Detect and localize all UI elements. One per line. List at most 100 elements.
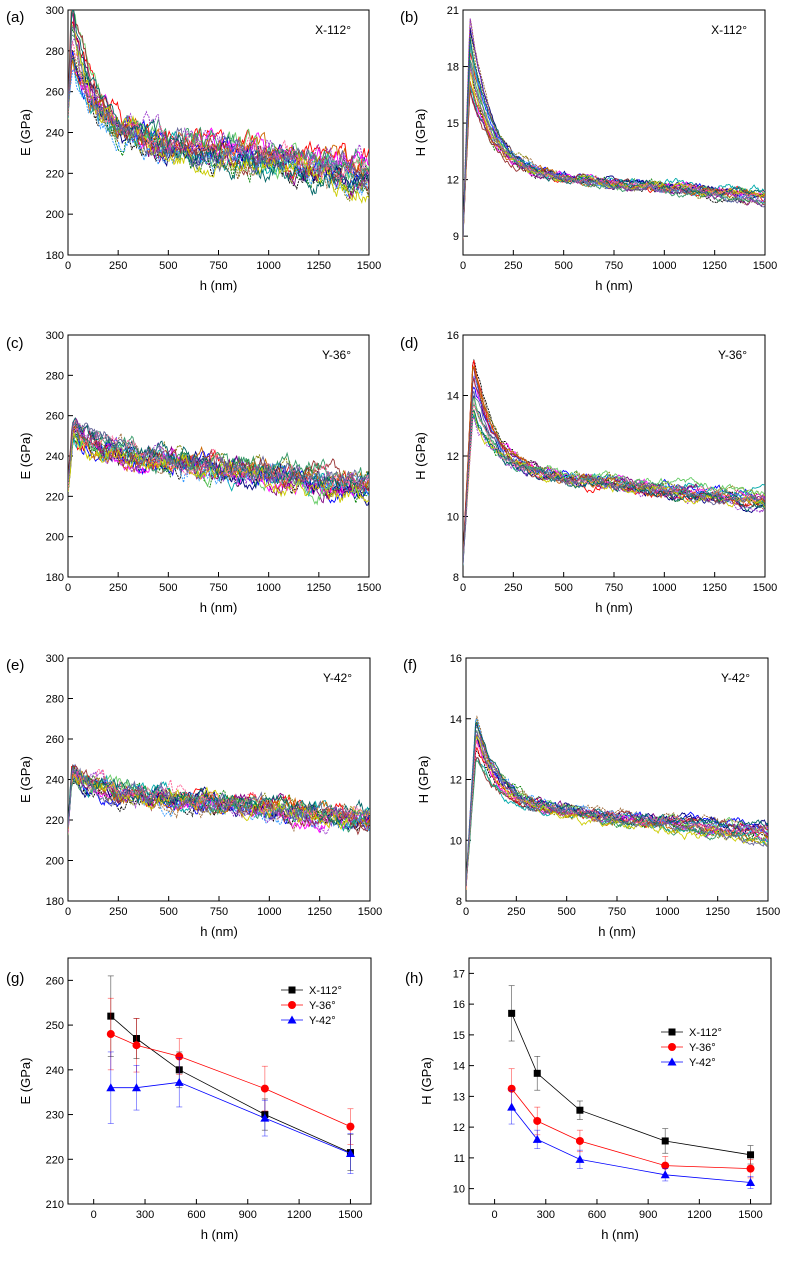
- panel-label: (h): [405, 970, 423, 987]
- x-tick-label: 500: [159, 582, 177, 594]
- y-tick-label: 11: [454, 1153, 465, 1165]
- data-point: [287, 1015, 297, 1024]
- data-point: [175, 1052, 184, 1061]
- series-line: [68, 763, 370, 836]
- x-tick-label: 750: [209, 260, 227, 272]
- x-tick-label: 0: [91, 1209, 97, 1221]
- x-tick-label: 0: [65, 582, 71, 594]
- data-point: [507, 1102, 517, 1111]
- plot-frame: [67, 657, 371, 902]
- data-point: [661, 1137, 669, 1145]
- series-line: [463, 386, 765, 561]
- x-tick-label: 600: [588, 1209, 606, 1221]
- x-tick-label: 1500: [357, 260, 381, 272]
- series-line: [463, 390, 765, 564]
- y-tick-label: 8: [456, 896, 462, 908]
- series-line: [466, 734, 768, 884]
- y-axis-label: E (GPa): [18, 109, 33, 156]
- y-tick-label: 230: [46, 1110, 64, 1122]
- data-point: [106, 1083, 116, 1092]
- y-tick-label: 180: [46, 572, 64, 584]
- panel-g: 0 300 600 900 1200 1500 210 220 230 240 250 260 h (n…: [6, 957, 372, 1242]
- series-line: [68, 416, 369, 489]
- data-point: [288, 1001, 296, 1009]
- series-Y-42°: [106, 1051, 355, 1174]
- x-tick-label: 0: [65, 260, 71, 272]
- series-line: [466, 725, 768, 882]
- data-point: [260, 1084, 269, 1093]
- x-tick-label: 1250: [307, 582, 331, 594]
- x-axis-label: h (nm): [598, 924, 636, 939]
- data-point: [668, 1043, 676, 1051]
- y-tick-label: 16: [450, 653, 462, 665]
- x-tick-label: 1200: [687, 1209, 711, 1221]
- series-line: [68, 21, 369, 181]
- x-tick-label: 500: [554, 260, 572, 272]
- panel-label: (c): [6, 335, 24, 352]
- y-tick-label: 220: [46, 815, 64, 827]
- x-tick-label: 1500: [753, 582, 777, 594]
- panel-label: (b): [400, 9, 418, 26]
- x-tick-label: 300: [537, 1209, 555, 1221]
- y-tick-label: 12: [453, 1122, 465, 1134]
- series-line: [463, 85, 765, 237]
- y-tick-label: 300: [46, 330, 64, 342]
- series-line: [463, 46, 765, 236]
- y-tick-label: 220: [46, 1154, 64, 1166]
- data-point: [746, 1177, 756, 1186]
- y-tick-label: 280: [46, 370, 64, 382]
- data-point: [575, 1136, 584, 1145]
- series-line: [511, 1106, 751, 1183]
- legend-label: Y-36°: [689, 1042, 716, 1054]
- data-point: [106, 1030, 115, 1039]
- series-line: [68, 38, 369, 179]
- series-line: [68, 69, 369, 199]
- series-line: [68, 767, 370, 831]
- data-point: [576, 1106, 584, 1114]
- y-axis-label: H (GPa): [419, 1057, 434, 1105]
- x-tick-label: 1250: [702, 260, 726, 272]
- y-tick-label: 200: [46, 856, 64, 868]
- x-tick-label: 1500: [756, 906, 780, 918]
- series-line: [463, 365, 765, 561]
- x-tick-label: 0: [463, 906, 469, 918]
- data-point: [667, 1057, 677, 1066]
- series-line: [68, 59, 369, 179]
- data-point: [507, 1084, 516, 1093]
- series-line: [466, 756, 768, 886]
- y-axis-label: E (GPa): [18, 756, 33, 803]
- y-tick-label: 12: [450, 775, 462, 787]
- data-point: [174, 1077, 184, 1086]
- series-line: [463, 402, 765, 564]
- series-line: [68, 25, 369, 188]
- y-tick-label: 240: [46, 128, 64, 140]
- series-line: [68, 777, 370, 832]
- series-Y-36°: [507, 1068, 755, 1179]
- x-tick-label: 500: [557, 906, 575, 918]
- y-tick-label: 180: [46, 896, 64, 908]
- x-tick-label: 1000: [256, 260, 280, 272]
- y-tick-label: 240: [46, 451, 64, 463]
- panel-f: 0 250 500 750 1000 1250 1500 8 10 12 14 16 h (nm) H (…: [403, 653, 780, 939]
- plot-frame: [67, 957, 372, 1205]
- y-tick-label: 260: [46, 411, 64, 423]
- series-line: [463, 46, 765, 239]
- series-X-112°: [508, 985, 755, 1165]
- x-tick-label: 1000: [256, 582, 280, 594]
- x-tick-label: 1500: [357, 582, 381, 594]
- data-point: [661, 1161, 670, 1170]
- y-tick-label: 13: [453, 1091, 465, 1103]
- x-axis-label: h (nm): [200, 600, 238, 615]
- panel-label: (e): [6, 657, 24, 674]
- x-tick-label: 0: [460, 582, 466, 594]
- series-line: [463, 37, 765, 237]
- series-line: [463, 358, 765, 562]
- sample-annotation: Y-42°: [721, 671, 750, 685]
- series-line: [463, 375, 765, 561]
- series-line: [463, 367, 765, 566]
- panel-label: (g): [6, 970, 24, 987]
- series-Y-36°: [106, 997, 355, 1145]
- y-tick-label: 10: [453, 1184, 465, 1196]
- x-tick-label: 500: [159, 260, 177, 272]
- series-line: [466, 736, 768, 888]
